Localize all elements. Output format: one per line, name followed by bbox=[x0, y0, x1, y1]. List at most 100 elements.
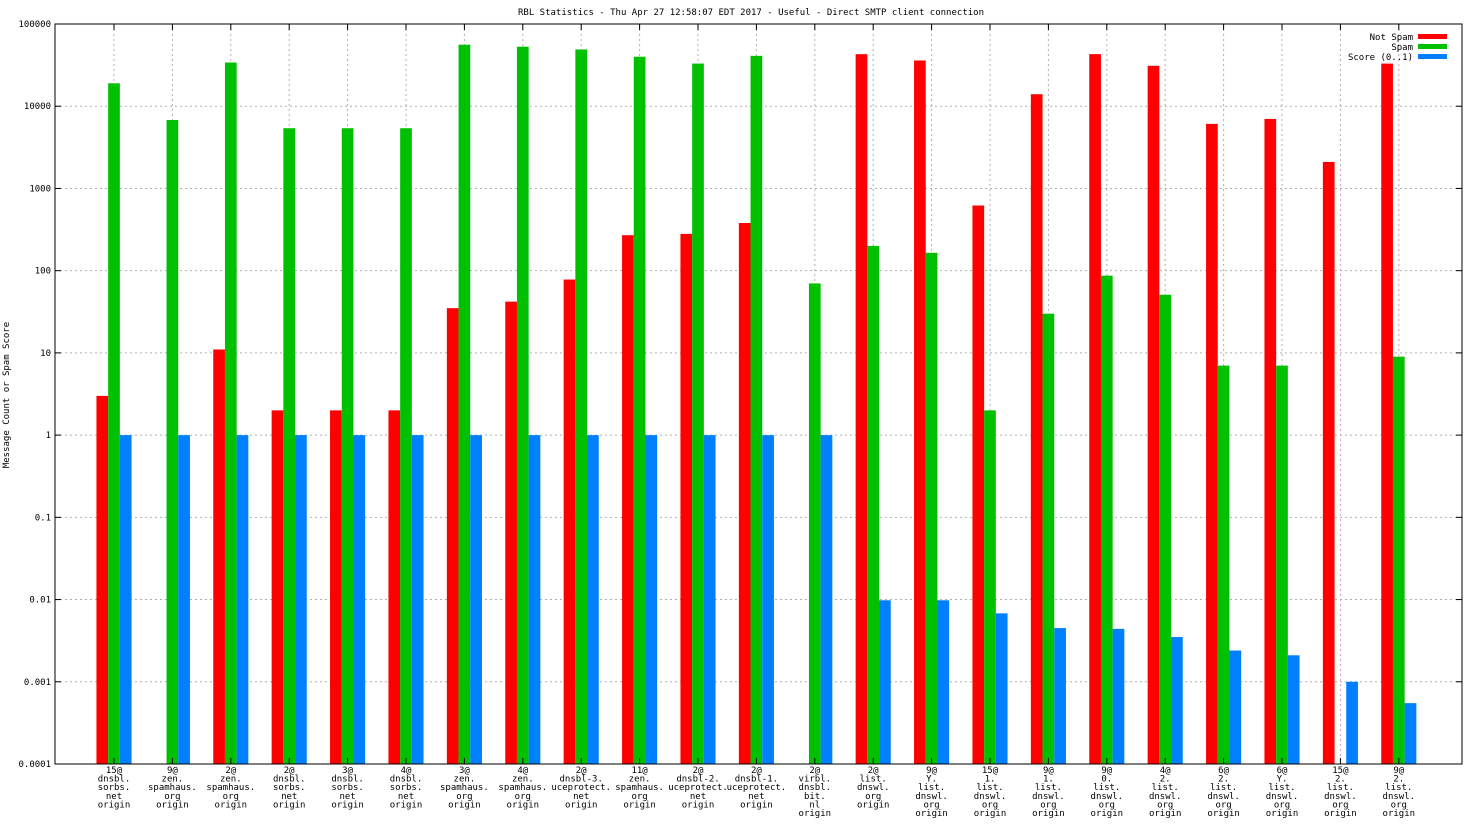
bar-score-0-1- bbox=[295, 435, 307, 764]
bar-spam bbox=[1159, 294, 1172, 764]
x-tick-label-line: 0. bbox=[1101, 775, 1112, 785]
x-tick-label: 9@ 1. list. dnswl. org origin bbox=[1032, 766, 1065, 819]
y-tick-label: 100000 bbox=[18, 20, 51, 30]
x-tick-label-line: origin bbox=[565, 800, 598, 810]
bar-score-0-1- bbox=[995, 613, 1008, 764]
x-tick-label-line: 2. bbox=[1335, 775, 1346, 785]
x-tick-label-line: spamhaus. bbox=[440, 783, 489, 793]
x-tick-label-line: org bbox=[865, 792, 881, 802]
x-tick-label-line: org bbox=[456, 792, 472, 802]
x-tick-label-line: origin bbox=[390, 800, 423, 810]
bar-not-spam bbox=[914, 60, 926, 764]
legend-swatch bbox=[1418, 54, 1447, 59]
bar-not-spam bbox=[213, 349, 225, 764]
x-tick-label-line: 2@ bbox=[284, 766, 295, 776]
x-tick-label: 15@ 1. list. dnswl. org origin bbox=[974, 766, 1007, 819]
bar-score-0-1- bbox=[1112, 628, 1125, 764]
bar-score-0-1- bbox=[1054, 628, 1066, 764]
x-tick-label-line: 4@ bbox=[1160, 766, 1171, 776]
bar-spam bbox=[575, 49, 588, 764]
x-tick-label-line: dnsbl. bbox=[390, 775, 423, 785]
x-tick-label-line: origin bbox=[98, 800, 131, 810]
bar-score-0-1- bbox=[528, 435, 541, 764]
x-tick-label-line: origin bbox=[1149, 809, 1182, 819]
bar-score-0-1- bbox=[937, 600, 950, 764]
x-tick-label-line: dnsbl. bbox=[799, 783, 832, 793]
x-tick-label-line: 4@ bbox=[401, 766, 412, 776]
bar-score-0-1- bbox=[820, 435, 833, 764]
x-tick-label: 3@ dnsbl. sorbs. net origin bbox=[331, 766, 364, 810]
x-tick-label-line: bit. bbox=[804, 792, 826, 802]
bar-score-0-1- bbox=[411, 435, 424, 764]
x-tick-label-line: org bbox=[1040, 800, 1056, 810]
x-tick-label-line: org bbox=[982, 800, 998, 810]
x-tick-label: 9@ 0. list. dnswl. org origin bbox=[1091, 766, 1124, 819]
x-tick-label: 6@ 2. list. dnswl. org origin bbox=[1207, 766, 1240, 819]
x-tick-label-line: net bbox=[339, 792, 355, 802]
bar-spam bbox=[224, 62, 237, 765]
x-tick-label-line: 2@ bbox=[868, 766, 879, 776]
x-tick-label-line: 4@ bbox=[517, 766, 528, 776]
bar-spam bbox=[283, 128, 296, 764]
x-tick-label-line: origin bbox=[740, 800, 773, 810]
x-tick-label-line: sorbs. bbox=[273, 783, 306, 793]
bar-score-0-1- bbox=[1346, 681, 1358, 764]
x-tick-label-line: list. bbox=[1093, 783, 1120, 793]
x-tick-label-line: zen. bbox=[162, 775, 184, 785]
x-tick-label-line: net bbox=[398, 792, 414, 802]
x-tick-label-line: 2@ bbox=[693, 766, 704, 776]
bar-not-spam bbox=[388, 410, 401, 764]
bar-not-spam bbox=[1206, 123, 1218, 765]
bar-score-0-1- bbox=[1229, 650, 1242, 764]
x-tick-label-line: list. bbox=[918, 783, 945, 793]
x-tick-label-line: dnswl. bbox=[1266, 792, 1299, 802]
bar-score-0-1- bbox=[353, 435, 366, 764]
x-tick-label: 15@ dnsbl. sorbs. net origin bbox=[98, 766, 131, 810]
bar-not-spam bbox=[622, 235, 634, 764]
x-tick-label-line: origin bbox=[331, 800, 364, 810]
x-tick-label: 2@ zen. spamhaus. org origin bbox=[206, 766, 255, 810]
y-tick-label: 0.01 bbox=[29, 596, 51, 606]
x-tick-label-line: org bbox=[1274, 800, 1290, 810]
legend-label: Spam bbox=[1391, 43, 1413, 53]
bar-not-spam bbox=[1147, 65, 1160, 765]
x-tick-label-line: 1. bbox=[985, 775, 996, 785]
x-tick-label-line: uceprotect. bbox=[727, 783, 787, 793]
x-tick-label: 4@ dnsbl. sorbs. net origin bbox=[390, 766, 423, 810]
x-tick-label: 9@ zen. spamhaus. org origin bbox=[148, 766, 197, 810]
bar-spam bbox=[400, 128, 412, 764]
x-tick-label-line: 3@ bbox=[342, 766, 353, 776]
x-tick-label-line: uceprotect. bbox=[668, 783, 728, 793]
y-tick-label: 0.0001 bbox=[18, 760, 51, 770]
bar-not-spam bbox=[563, 279, 576, 764]
x-tick-label: 3@ zen. spamhaus. org origin bbox=[440, 766, 489, 810]
x-tick-label-line: dnsbl-3. bbox=[560, 775, 603, 785]
y-tick-label: 10 bbox=[40, 349, 51, 359]
bar-not-spam bbox=[738, 222, 751, 764]
bar-not-spam bbox=[271, 410, 284, 764]
x-tick-label-line: 2@ bbox=[225, 766, 236, 776]
x-tick-label-line: nl bbox=[809, 800, 820, 810]
bar-spam bbox=[633, 56, 646, 765]
x-tick-label-line: list. bbox=[1035, 783, 1062, 793]
x-tick-label-line: dnswl. bbox=[1032, 792, 1065, 802]
x-tick-label: 2@ virbl. dnsbl. bit. nl origin bbox=[799, 766, 832, 819]
x-tick-label-line: org bbox=[1099, 800, 1115, 810]
x-tick-label-line: list. bbox=[1327, 783, 1354, 793]
x-tick-label-line: zen. bbox=[512, 775, 534, 785]
x-tick-label: 9@ Y. list. dnswl. org origin bbox=[915, 766, 948, 819]
x-tick-label-line: net bbox=[573, 792, 589, 802]
x-tick-label-line: 9@ bbox=[167, 766, 178, 776]
x-tick-label-line: 2. bbox=[1218, 775, 1229, 785]
x-tick-label-line: 15@ bbox=[1332, 766, 1349, 776]
x-tick-label-line: 9@ bbox=[926, 766, 937, 776]
x-tick-label: 4@ zen. spamhaus. org origin bbox=[498, 766, 547, 810]
bar-score-0-1- bbox=[645, 435, 658, 764]
bar-score-0-1- bbox=[178, 435, 190, 764]
bar-spam bbox=[1100, 275, 1113, 764]
x-tick-label-line: origin bbox=[857, 800, 890, 810]
bar-spam bbox=[1217, 365, 1230, 764]
x-tick-label-line: list. bbox=[1268, 783, 1295, 793]
x-tick-label-line: org bbox=[1391, 800, 1407, 810]
x-tick-label-line: origin bbox=[974, 809, 1007, 819]
